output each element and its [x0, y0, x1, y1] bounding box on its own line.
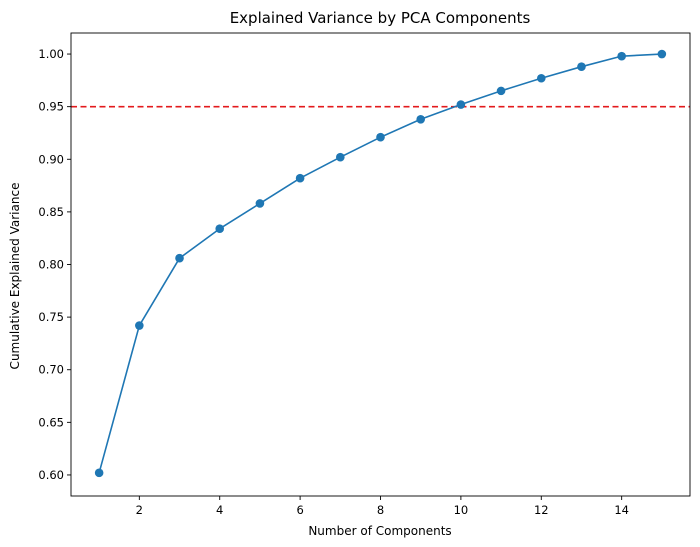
- x-tick-label-2: 2: [136, 503, 143, 517]
- x-tick-label-12: 12: [534, 503, 549, 517]
- plot-frame: [70, 32, 691, 497]
- y-tick-label-0.90: 0.90: [38, 152, 64, 166]
- data-point-14: [617, 51, 626, 61]
- y-tick-label-0.85: 0.85: [38, 205, 64, 219]
- x-tick-label-6: 6: [296, 503, 303, 517]
- data-point-7: [336, 152, 345, 162]
- series-line-0: [98, 53, 662, 474]
- x-tick-label-14: 14: [614, 503, 629, 517]
- data-point-15: [657, 49, 667, 59]
- y-tick-label-0.80: 0.80: [38, 258, 64, 272]
- data-point-6: [295, 173, 305, 183]
- y-tick-label-0.70: 0.70: [38, 363, 64, 377]
- data-point-11: [496, 86, 506, 96]
- y-tick-label-0.95: 0.95: [38, 100, 64, 114]
- data-point-2: [135, 321, 144, 330]
- chart-title: Explained Variance by PCA Components: [230, 9, 531, 27]
- y-tick-label-0.65: 0.65: [38, 415, 64, 429]
- y-tick-label-0.75: 0.75: [38, 310, 64, 324]
- data-point-8: [376, 132, 385, 142]
- data-point-3: [175, 253, 184, 263]
- x-tick-label-4: 4: [216, 503, 223, 517]
- y-axis-label: Cumulative Explained Variance: [8, 183, 22, 370]
- data-point-4: [215, 224, 225, 234]
- data-point-10: [456, 100, 466, 109]
- data-point-5: [255, 199, 265, 208]
- data-point-13: [577, 62, 586, 71]
- y-tick-label-1.00: 1.00: [38, 47, 64, 61]
- x-axis-label: Number of Components: [308, 524, 451, 538]
- data-point-12: [536, 73, 546, 83]
- x-tick-label-10: 10: [454, 503, 469, 517]
- x-tick-label-8: 8: [377, 503, 384, 517]
- plot-area: 2 4 6 8 10 12 14 0.60 0.65 0.70 0.75 0.80 0.85 0.90 0.…: [38, 32, 691, 517]
- y-tick-label-0.60: 0.60: [38, 468, 64, 482]
- data-point-1: [94, 468, 104, 478]
- data-point-9: [416, 114, 425, 124]
